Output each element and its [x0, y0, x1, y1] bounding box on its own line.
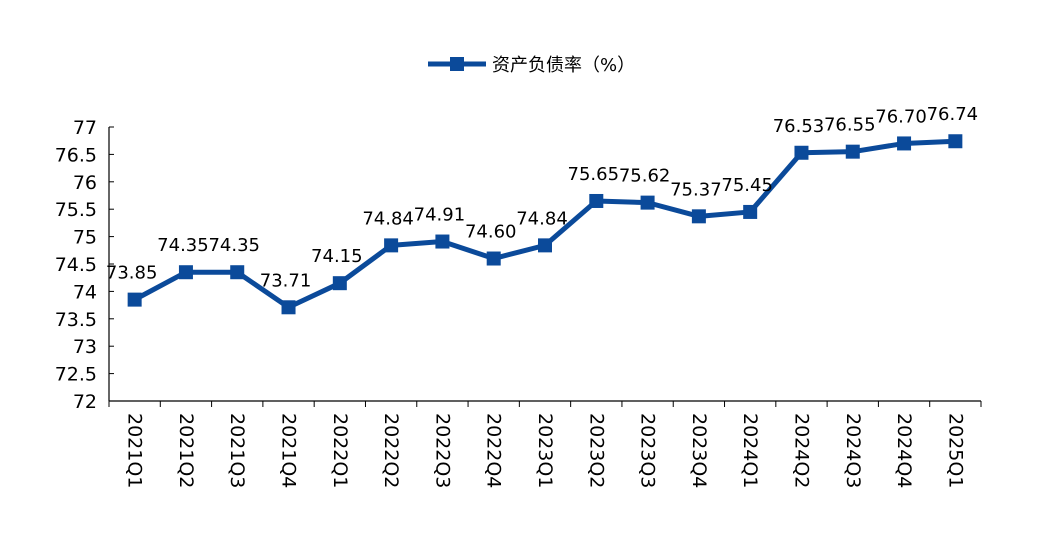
data-label: 75.62: [619, 166, 671, 187]
data-point-marker: [178, 265, 193, 280]
y-tick-label: 76: [73, 172, 97, 194]
data-label: 74.91: [414, 205, 466, 226]
y-tick-label: 75.5: [55, 199, 97, 221]
data-label: 76.70: [875, 106, 927, 127]
x-tick-label: 2023Q1: [534, 413, 556, 488]
data-label: 73.71: [260, 270, 312, 291]
x-tick-label: 2021Q1: [124, 413, 146, 488]
data-point-marker: [332, 276, 347, 291]
y-tick-label: 73.5: [55, 309, 97, 331]
data-label: 75.37: [670, 179, 722, 200]
y-tick-label: 75: [73, 227, 97, 249]
legend: 资产负债率（%）: [428, 55, 635, 76]
data-point-marker: [230, 265, 245, 280]
data-label: 74.35: [208, 235, 260, 256]
series-markers: [127, 134, 963, 315]
x-tick-label: 2022Q3: [431, 413, 453, 488]
data-label: 75.45: [721, 175, 773, 196]
x-axis-ticks: 2021Q1 2021Q2 2021Q3 2021Q4 2022Q1 2022Q2 2022…: [108, 401, 982, 488]
data-point-marker: [640, 195, 655, 210]
x-tick-label: 2022Q2: [380, 413, 402, 488]
data-point-marker: [127, 292, 142, 307]
data-point-marker: [794, 145, 809, 160]
data-point-marker: [691, 209, 706, 224]
x-tick-label: 2021Q3: [226, 413, 248, 488]
data-point-marker: [845, 144, 860, 159]
x-tick-label: 2024Q2: [790, 413, 812, 488]
data-point-marker: [589, 193, 604, 208]
y-tick-label: 77: [73, 117, 97, 139]
x-tick-label: 2022Q4: [483, 413, 505, 488]
data-label: 75.65: [568, 164, 620, 185]
y-tick-label: 73: [73, 336, 97, 358]
data-label: 74.60: [465, 222, 517, 243]
x-tick-label: 2021Q2: [175, 413, 197, 488]
data-point-marker: [435, 234, 450, 249]
y-tick-label: 72: [73, 391, 97, 413]
x-tick-label: 2023Q4: [688, 413, 710, 488]
data-label: 74.35: [157, 235, 209, 256]
y-tick-label: 72.5: [55, 364, 97, 386]
x-tick-label: 2024Q4: [893, 413, 915, 488]
data-label: 74.84: [362, 208, 414, 229]
data-label: 76.74: [927, 104, 979, 125]
y-axis-ticks: 72 72.5 73 73.5 74 74.5 75 75.5 76 76.5 77: [55, 117, 114, 413]
x-tick-label: 2024Q1: [739, 413, 761, 488]
data-label: 74.84: [516, 208, 568, 229]
data-point-marker: [384, 238, 399, 253]
data-label: 76.55: [824, 115, 876, 136]
y-tick-label: 74: [73, 281, 97, 303]
data-label: 76.53: [773, 116, 825, 137]
data-point-marker: [743, 204, 758, 219]
x-tick-label: 2024Q3: [842, 413, 864, 488]
x-tick-label: 2023Q2: [585, 413, 607, 488]
data-point-marker: [281, 300, 296, 315]
data-point-marker: [948, 134, 963, 149]
axes: [108, 127, 981, 402]
x-tick-label: 2021Q4: [278, 413, 300, 488]
data-label: 73.85: [106, 263, 158, 284]
legend-label: 资产负债率（%）: [492, 55, 635, 76]
data-point-marker: [486, 251, 501, 266]
data-point-marker: [538, 238, 552, 253]
data-label: 74.15: [311, 246, 363, 267]
x-tick-label: 2025Q1: [944, 413, 966, 488]
legend-marker-swatch: [450, 57, 464, 71]
y-tick-label: 74.5: [55, 254, 97, 276]
x-tick-label: 2022Q1: [329, 413, 351, 488]
y-tick-label: 76.5: [55, 144, 97, 166]
data-point-marker: [897, 136, 912, 151]
x-tick-label: 2023Q3: [637, 413, 659, 488]
